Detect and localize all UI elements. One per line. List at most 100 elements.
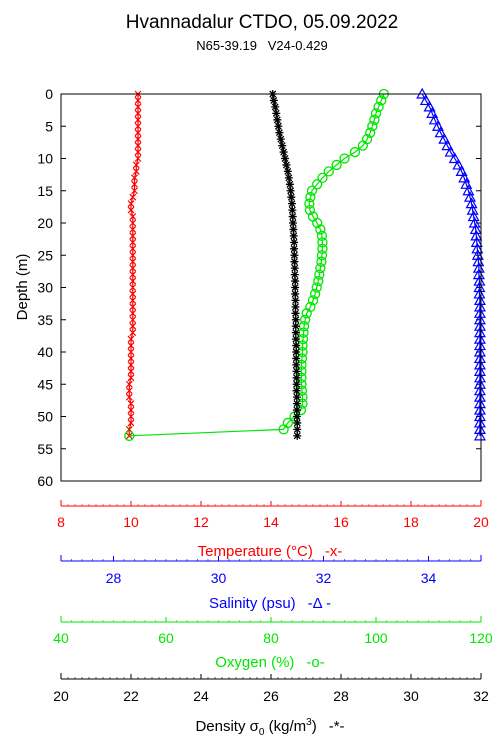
- temperature-tick-label: 14: [263, 514, 279, 530]
- oxygen-point: [317, 172, 328, 184]
- density-tick-label: 30: [403, 688, 419, 704]
- oxygen-tick-label: 60: [158, 630, 174, 646]
- oxygen-point: [349, 146, 361, 158]
- density-point: [272, 109, 281, 118]
- temperature-tick-label: 12: [193, 514, 209, 530]
- oxygen-axis: 40 60 80 100 120 Oxygen (%) -o-: [53, 616, 493, 671]
- temperature-point: [134, 142, 142, 150]
- oxygen-point: [316, 250, 328, 261]
- density-point: [293, 418, 302, 427]
- depth-tick-label: 0: [45, 86, 53, 102]
- temperature-point: [134, 148, 142, 156]
- salinity-point: [423, 100, 436, 112]
- salinity-point: [473, 378, 486, 389]
- depth-tick-label: 40: [37, 344, 53, 360]
- depth-tick-label: 5: [45, 118, 53, 134]
- salinity-point: [452, 158, 465, 170]
- salinity-point: [473, 345, 486, 357]
- series-layer: [124, 87, 486, 442]
- salinity-point: [448, 152, 461, 164]
- depth-tick-label: 50: [37, 409, 53, 425]
- temperature-axis-label: Temperature (°C) -x-: [198, 543, 343, 560]
- density-tick-label: 24: [193, 688, 209, 704]
- oxygen-point: [315, 224, 326, 235]
- density-label-sup: 3: [306, 717, 312, 728]
- density-axis: 20 22 24 26 28 30 32 Density σ0 (kg/m3) -*-: [53, 673, 489, 738]
- density-point: [288, 212, 297, 221]
- chart-title: Hvannadalur CTDO, 05.09.2022: [126, 12, 399, 33]
- density-point: [291, 328, 300, 337]
- oxygen-point: [317, 237, 328, 248]
- density-point: [285, 180, 294, 189]
- depth-tick-label: 10: [37, 151, 53, 167]
- salinity-point: [473, 287, 486, 299]
- temperature-point: [127, 335, 135, 343]
- temperature-tick-label: 10: [123, 514, 139, 530]
- salinity-point: [441, 139, 454, 151]
- density-tick-label: 26: [263, 688, 279, 704]
- density-point: [292, 360, 301, 369]
- salinity-point: [473, 410, 486, 422]
- density-point: [291, 302, 300, 311]
- oxygen-point: [367, 121, 378, 132]
- temperature-point: [127, 419, 135, 427]
- density-point: [292, 373, 301, 382]
- depth-tick-label: 25: [37, 247, 53, 263]
- depth-tick-label: 15: [37, 183, 53, 199]
- oxygen-point: [323, 166, 334, 177]
- oxygen-point: [306, 185, 318, 196]
- salinity-point: [473, 326, 486, 338]
- temperature-point: [129, 226, 137, 233]
- density-label-main: Density σ: [195, 718, 259, 735]
- density-point: [292, 399, 301, 408]
- salinity-point: [438, 132, 451, 144]
- density-legend: -*-: [329, 718, 345, 735]
- salinity-point: [473, 300, 486, 312]
- temperature-point: [129, 290, 137, 298]
- salinity-point: [473, 403, 486, 415]
- density-point: [281, 154, 289, 163]
- temperature-line: [128, 94, 139, 436]
- oxygen-point: [316, 230, 328, 242]
- oxygen-point: [365, 127, 376, 138]
- temperature-point: [129, 316, 137, 324]
- density-tick-label: 20: [53, 688, 69, 704]
- density-point: [289, 219, 298, 227]
- density-point: [292, 367, 301, 376]
- density-point: [282, 160, 291, 169]
- density-point: [274, 122, 283, 131]
- temperature-point: [132, 167, 140, 175]
- salinity-point: [419, 94, 432, 106]
- temperature-point: [134, 97, 142, 104]
- density-series: [268, 90, 302, 440]
- density-point: [271, 102, 280, 111]
- density-point: [291, 335, 300, 344]
- temperature-point: [134, 129, 142, 137]
- density-point: [292, 393, 301, 402]
- density-point: [276, 135, 285, 144]
- density-point: [292, 406, 301, 415]
- salinity-point: [473, 307, 486, 318]
- temperature-point: [127, 374, 135, 382]
- temperature-tick-label: 18: [403, 514, 419, 530]
- salinity-tick-label: 32: [316, 570, 332, 586]
- density-point: [290, 238, 299, 247]
- plot-frame: [60, 93, 482, 482]
- temperature-point: [129, 296, 137, 304]
- density-point: [290, 270, 299, 279]
- salinity-point: [431, 120, 444, 131]
- density-point: [292, 412, 301, 421]
- temperature-point: [129, 193, 137, 201]
- depth-tick-label: 55: [37, 441, 53, 457]
- density-point: [290, 264, 299, 273]
- oxygen-point: [314, 269, 325, 280]
- oxygen-point: [278, 424, 289, 435]
- temperature-point: [134, 135, 142, 143]
- temperature-point: [129, 271, 137, 279]
- density-point: [283, 167, 292, 176]
- depth-tick-label: 35: [37, 312, 53, 328]
- temperature-point: [132, 161, 140, 169]
- temperature-tick-label: 16: [333, 514, 349, 530]
- temperature-series: [125, 90, 142, 440]
- temperature-point: [129, 322, 137, 330]
